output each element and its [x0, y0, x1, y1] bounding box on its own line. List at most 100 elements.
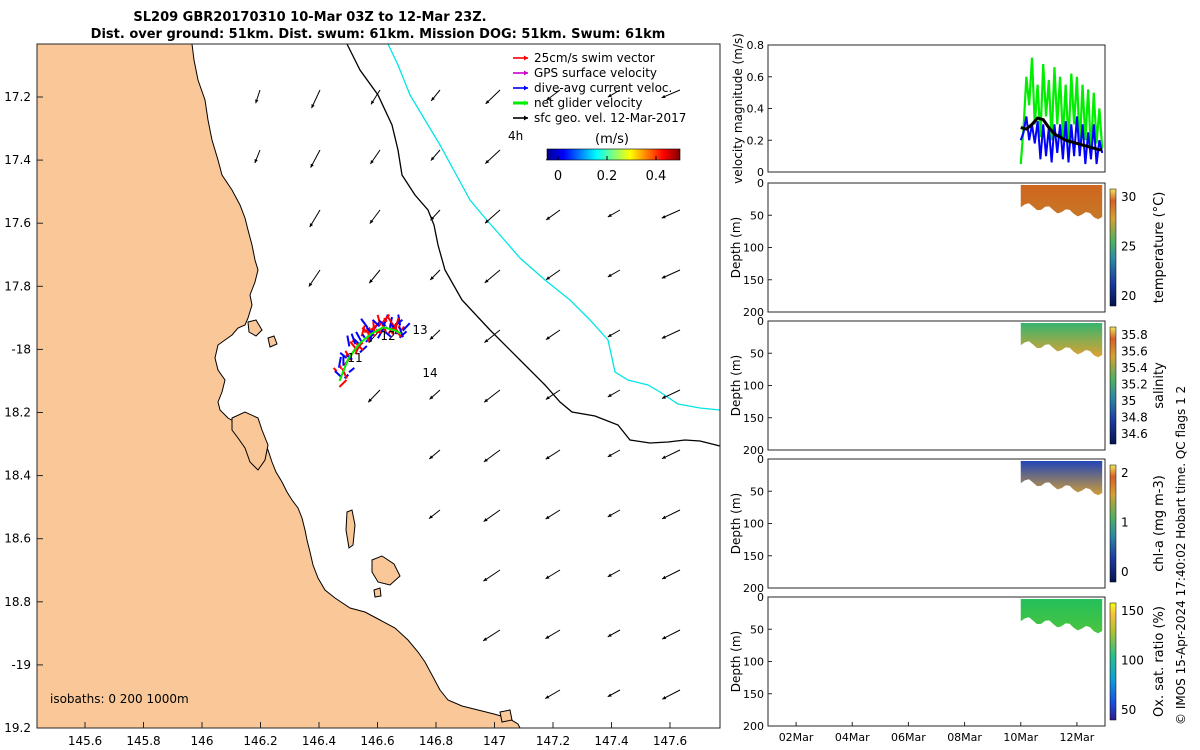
velocity-vector-head [429, 515, 433, 519]
velocity-vector-head [546, 216, 551, 220]
lon-tick-label: 147.4 [594, 734, 628, 748]
temperature-ytick-label: 0 [757, 177, 764, 190]
velocity-vector-head [370, 160, 374, 165]
legend-label: sfc geo. vel. 12-Mar-2017 [534, 111, 686, 125]
salinity-colorbar-tick-label: 35.6 [1121, 345, 1148, 359]
land-island-2 [345, 509, 356, 549]
temperature-ytick-label: 150 [743, 274, 764, 287]
chla-ytick-label: 200 [743, 582, 764, 595]
track-vector [360, 318, 369, 329]
oxygen-colorbar-tick-label: 100 [1121, 654, 1144, 668]
lat-tick-label: 17.6 [4, 216, 31, 230]
lat-tick-label: 17.2 [4, 90, 31, 104]
lat-tick-label: 18.4 [4, 469, 31, 483]
velocity-colorbar-ticks: 0 0.2 0.4 [554, 156, 666, 184]
temperature-ytick-label: 50 [750, 209, 764, 222]
map-panel: 11 12 13 14 145.6 145.8 146 146.2 146.4 146.6 146… [4, 43, 721, 748]
velocity-vector-head [662, 696, 667, 700]
day-label: 14 [422, 366, 437, 380]
salinity-ytick-label: 100 [743, 380, 764, 393]
velocity-series-line [1019, 57, 1104, 165]
day-label: 11 [347, 351, 362, 365]
velocity-ytick-label: 0 [757, 166, 764, 179]
net-glider-velocity-track [338, 326, 402, 382]
track-vector [339, 365, 343, 369]
velocity-vector-head [607, 693, 612, 697]
salinity-ytick-label: 0 [757, 315, 764, 328]
velocity-vector-head [661, 335, 666, 339]
velocity-vector-head [484, 279, 489, 283]
lon-tick-label: 145.6 [68, 734, 102, 748]
lon-tick-label: 146.2 [243, 734, 277, 748]
velocity-vector-head [368, 398, 372, 403]
salinity-ytick-label: 50 [750, 347, 764, 360]
colorbar-title: (m/s) [595, 132, 629, 147]
chla-ytick-label: 50 [750, 485, 764, 498]
velocity-vector-head [430, 156, 435, 161]
lat-tick-label: 17.8 [4, 279, 31, 293]
velocity-vector-head [545, 575, 550, 579]
colorbar-tick-label: 0.2 [597, 169, 618, 184]
temperature-colorbar-tick-label: 20 [1121, 289, 1136, 303]
lon-tick-label: 147.2 [536, 734, 570, 748]
velocity-vector-head [430, 216, 435, 221]
velocity-vector-head [661, 215, 666, 219]
velocity-frame [767, 44, 1106, 173]
surface-velocity-vectors [254, 89, 681, 700]
chla-panel: 0 50 100 150 200 Depth (m) 2 1 0 chl-a (mg m-3) [729, 453, 1167, 595]
lon-tick-label: 147.6 [653, 734, 687, 748]
map-frame [36, 43, 721, 729]
lat-tick-label: 19.2 [4, 721, 31, 735]
legend-label: dive-avg current veloc. [534, 81, 672, 95]
isobath-1000m [387, 43, 721, 411]
oxygen-colorbar-tick-label: 150 [1121, 604, 1144, 618]
velocity-colorbar [546, 148, 681, 161]
velocity-ytick-label: 0.6 [747, 71, 765, 84]
velocity-vector-head [607, 513, 612, 517]
velocity-vector-head [308, 282, 313, 287]
salinity-colorbar-tick-label: 35 [1121, 394, 1136, 408]
track-vector [398, 326, 404, 338]
chla-colorbar-label: chl-a (mg m-3) [1152, 475, 1167, 572]
legend-arrowhead [524, 85, 528, 91]
isobaths-label: isobaths: 0 200 1000m [50, 692, 189, 706]
chla-section-data [1020, 461, 1103, 496]
land-island-4 [267, 335, 278, 348]
lon-tick-label: 146.6 [360, 734, 394, 748]
land-island-1 [371, 555, 401, 586]
oxygen-colorbar [1109, 602, 1117, 721]
oxygen-ytick-label: 100 [743, 656, 764, 669]
velocity-vector-head [545, 515, 550, 520]
map-axis-ticks: 145.6 145.8 146 146.2 146.4 146.6 146.8 147 147.… [4, 90, 687, 748]
track-vector [355, 331, 363, 343]
velocity-vector-head [485, 159, 490, 164]
chla-ytick-label: 0 [757, 453, 764, 466]
track-vector [363, 326, 371, 334]
velocity-vector-head [607, 213, 612, 217]
track-vector [332, 367, 338, 372]
time-marker-label: 4h [508, 129, 523, 143]
oxygen-ytick-label: 150 [743, 688, 764, 701]
chla-colorbar-tick-label: 0 [1121, 565, 1129, 579]
temperature-ylabel: Depth (m) [729, 217, 743, 278]
salinity-ylabel: Depth (m) [729, 355, 743, 416]
salinity-colorbar-tick-label: 34.6 [1121, 427, 1148, 441]
legend-label: net glider velocity [534, 96, 642, 110]
velocity-vector-head [429, 395, 434, 400]
time-tick-label: 06Mar [891, 731, 926, 744]
velocity-vector-head [545, 395, 550, 400]
land-island-6 [499, 709, 513, 723]
velocity-vector-head [546, 96, 551, 101]
oxygen-ytick-label: 0 [757, 591, 764, 604]
velocity-vector-head [431, 96, 435, 101]
lat-tick-label: -19 [11, 658, 31, 672]
track-vector [346, 335, 351, 347]
track-vector [389, 322, 395, 329]
velocity-vector-head [310, 163, 314, 168]
velocity-vector-head [607, 453, 612, 457]
velocity-vector-head [661, 395, 666, 399]
velocity-vector-head [545, 635, 550, 639]
temperature-panel: 0 50 100 150 200 Depth (m) 30 25 20 temperature (… [729, 177, 1167, 319]
